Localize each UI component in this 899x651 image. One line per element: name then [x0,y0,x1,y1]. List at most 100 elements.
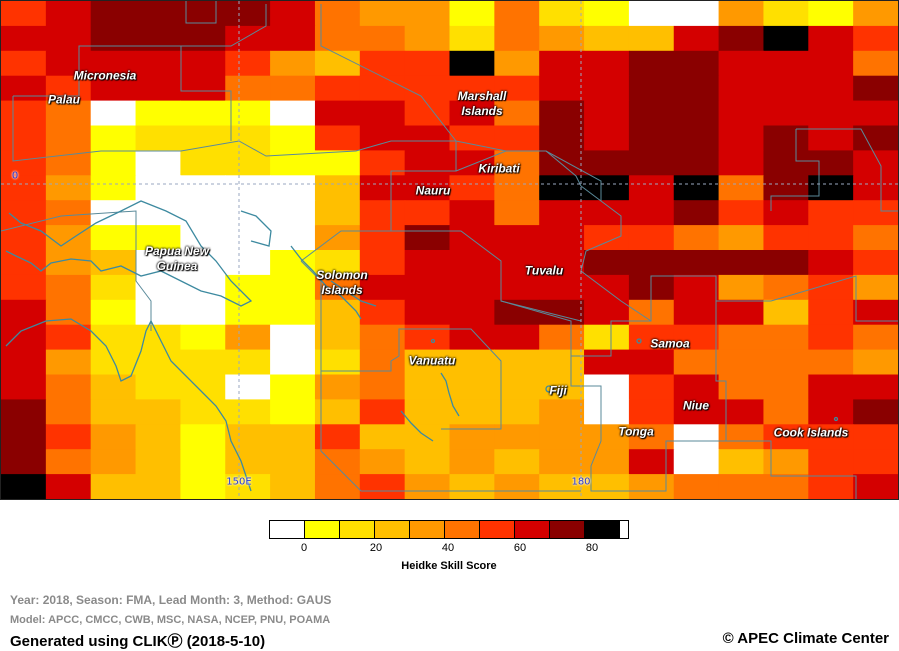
grid-cell [584,399,630,425]
island-dot [558,390,564,396]
legend-color-swatch [375,521,410,538]
grid-cell [180,50,226,77]
grid-cell [1,125,47,151]
grid-cell [404,225,451,251]
grid-cell [673,399,720,425]
lon-180-label: 180 [571,476,591,488]
grid-cell [90,474,137,499]
grid-cell [628,175,675,201]
grid-cell [494,399,540,425]
grid-cell [314,399,361,425]
grid-cell [404,399,451,425]
grid-cell [718,75,765,102]
grid-cell [359,75,406,102]
grid-cell [180,349,226,376]
grid-cell [763,175,809,201]
coast-fragment [400,410,434,442]
grid-cell [628,100,675,127]
grid-cell [270,175,316,201]
grid-cell [584,449,630,475]
grid-cell [270,449,316,475]
legend-tick: 0 [300,542,308,554]
grid-cell [763,50,809,77]
grid-cell [628,349,675,376]
grid-cell [359,274,406,301]
grid-cell [314,250,361,276]
lon-150e-label: 150E [226,476,252,488]
grid-cell [359,225,406,251]
grid-cell [180,75,226,102]
grid-cell [718,449,765,475]
grid-cell [449,150,495,176]
grid-cell [270,299,316,326]
grid-cell [45,449,92,475]
grid-cell [45,374,92,400]
grid-cell [628,399,675,425]
grid-cell [539,474,585,499]
skill-score-map: Micronesia Palau Marshall Islands Kiriba… [0,0,899,500]
grid-cell [539,50,585,77]
grid-cell [225,50,271,77]
grid-cell [404,474,451,499]
eez-boundary [715,301,727,441]
grid-cell [808,1,854,27]
grid-cell [359,449,406,475]
eez-boundary [1,210,152,331]
grid-cell [449,175,495,201]
grid-cell [808,200,854,226]
grid-cell [763,474,809,499]
grid-cell [135,175,181,201]
grid-cell [494,274,540,301]
grid-cell [225,225,271,251]
grid-cell [539,200,585,226]
equator-label: 0 [11,170,19,182]
grid-cell [853,175,898,201]
grid-cell [404,449,451,475]
grid-cell [1,75,47,102]
grid-cell [404,25,451,52]
grid-cell [359,250,406,276]
grid-cell [314,75,361,102]
grid-cell [539,449,585,475]
grid-cell [539,250,585,276]
grid-cell [135,1,181,27]
grid-cell [808,175,854,201]
grid-cell [135,274,181,301]
grid-cell [494,125,540,151]
legend-tick: 40 [441,542,455,554]
grid-cell [45,299,92,326]
grid-cell [135,399,181,425]
grid-cell [135,200,181,226]
grid-cell [673,250,720,276]
grid-cell [90,125,137,151]
grid-cell [404,250,451,276]
grid-cell [1,399,47,425]
grid-cell [763,125,809,151]
grid-cell [225,150,271,176]
grid-cell [314,125,361,151]
grid-cell [225,75,271,102]
grid-cell [673,75,720,102]
grid-cell [718,225,765,251]
boundary-lines [1,1,898,499]
grid-cell [494,374,540,400]
place-label-nauru: Nauru [415,183,451,198]
grid-cell [359,175,406,201]
grid-cell [314,150,361,176]
grid-cell [45,125,92,151]
grid-cell [718,250,765,276]
grid-cell [628,474,675,499]
grid-cell [763,75,809,102]
grid-cell [404,349,451,376]
grid-cell [673,125,720,151]
grid-cell [718,324,765,351]
grid-cell [90,374,137,400]
place-label-cook-islands: Cook Islands [773,425,849,440]
color-legend: 0 20 40 60 80 Heidke Skill Score [269,520,629,572]
grid-cell [180,100,226,127]
grid-cell [628,324,675,351]
grid-cell [494,225,540,251]
grid-cell [853,100,898,127]
grid-cell [225,349,271,376]
grid-cell [180,250,226,276]
